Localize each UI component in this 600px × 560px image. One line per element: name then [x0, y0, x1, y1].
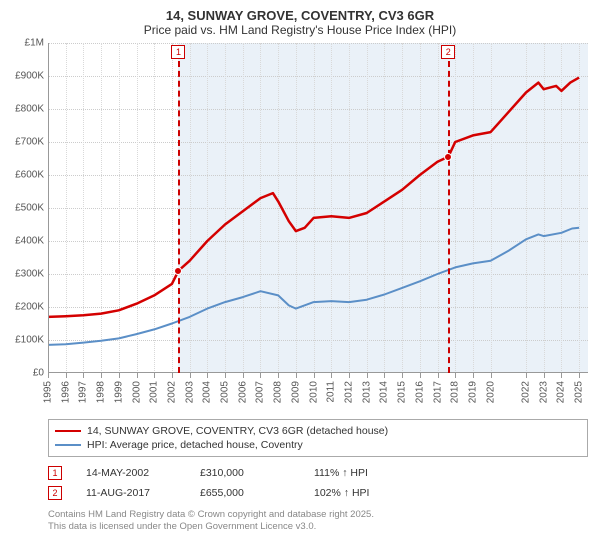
legend-swatch	[55, 430, 81, 432]
x-tick-label: 2000	[131, 381, 142, 403]
event-marker-box: 1	[48, 466, 62, 480]
x-tick-label: 2016	[414, 381, 425, 403]
x-tick-label: 2024	[556, 381, 567, 403]
footer: Contains HM Land Registry data © Crown c…	[48, 509, 600, 534]
data-point-dot	[174, 267, 182, 275]
x-tick-label: 2023	[538, 381, 549, 403]
x-tick-label: 2014	[379, 381, 390, 403]
series-line-hpi	[48, 228, 579, 345]
title-line-2: Price paid vs. HM Land Registry's House …	[0, 23, 600, 37]
marker-box: 1	[171, 45, 185, 59]
plot-area: 12	[48, 43, 588, 373]
x-tick-label: 2003	[184, 381, 195, 403]
y-tick-label: £200K	[15, 302, 44, 313]
x-tick-label: 2004	[202, 381, 213, 403]
title-line-1: 14, SUNWAY GROVE, COVENTRY, CV3 6GR	[0, 8, 600, 23]
x-tick-label: 2010	[308, 381, 319, 403]
legend-label: 14, SUNWAY GROVE, COVENTRY, CV3 6GR (det…	[87, 425, 388, 437]
x-tick-label: 2006	[237, 381, 248, 403]
y-tick-label: £500K	[15, 203, 44, 214]
y-tick-label: £1M	[25, 38, 44, 49]
x-tick-label: 1998	[96, 381, 107, 403]
event-price: £310,000	[200, 467, 290, 479]
y-tick-label: £400K	[15, 236, 44, 247]
chart-area: £0 £100K £200K £300K £400K £500K £600K £700K £80…	[0, 43, 600, 413]
y-tick-label: £900K	[15, 71, 44, 82]
line-chart-svg	[48, 43, 588, 373]
y-axis-line	[48, 43, 49, 373]
x-tick-label: 2007	[255, 381, 266, 403]
y-tick-label: £800K	[15, 104, 44, 115]
y-tick-label: £300K	[15, 269, 44, 280]
data-point-dot	[444, 153, 452, 161]
legend-item: HPI: Average price, detached house, Cove…	[55, 438, 581, 452]
x-tick-label: 2019	[467, 381, 478, 403]
x-tick-label: 2011	[326, 381, 337, 403]
x-tick-label: 2001	[149, 381, 160, 403]
legend-label: HPI: Average price, detached house, Cove…	[87, 439, 303, 451]
x-tick-label: 2022	[521, 381, 532, 403]
footer-line-2: This data is licensed under the Open Gov…	[48, 521, 600, 533]
event-pct: 102% ↑ HPI	[314, 487, 404, 499]
event-pct: 111% ↑ HPI	[314, 467, 404, 479]
x-tick-label: 2012	[343, 381, 354, 403]
y-axis: £0£100K£200K£300K£400K£500K£600K£700K£80…	[0, 43, 48, 373]
x-tick-label: 1997	[78, 381, 89, 403]
event-row: 2 11-AUG-2017 £655,000 102% ↑ HPI	[48, 483, 588, 503]
x-tick-label: 2005	[220, 381, 231, 403]
event-date: 14-MAY-2002	[86, 467, 176, 479]
y-tick-label: £600K	[15, 170, 44, 181]
event-table: 1 14-MAY-2002 £310,000 111% ↑ HPI 2 11-AUG-20…	[48, 463, 588, 503]
x-tick-label: 2008	[273, 381, 284, 403]
series-line-price_paid	[48, 78, 579, 317]
x-axis: 1995199619971998199920002001200220032004…	[48, 373, 588, 413]
event-date: 11-AUG-2017	[86, 487, 176, 499]
event-price: £655,000	[200, 487, 290, 499]
marker-vline	[448, 61, 450, 373]
x-tick-label: 2025	[574, 381, 585, 403]
x-tick-label: 2017	[432, 381, 443, 403]
x-tick-label: 1999	[113, 381, 124, 403]
x-tick-label: 2002	[166, 381, 177, 403]
x-tick-label: 2015	[397, 381, 408, 403]
chart-container: 14, SUNWAY GROVE, COVENTRY, CV3 6GR Pric…	[0, 0, 600, 560]
y-tick-label: £100K	[15, 335, 44, 346]
x-tick-label: 2018	[450, 381, 461, 403]
marker-box: 2	[441, 45, 455, 59]
event-marker-box: 2	[48, 486, 62, 500]
legend: 14, SUNWAY GROVE, COVENTRY, CV3 6GR (det…	[48, 419, 588, 457]
event-row: 1 14-MAY-2002 £310,000 111% ↑ HPI	[48, 463, 588, 483]
y-tick-label: £0	[33, 368, 44, 379]
legend-item: 14, SUNWAY GROVE, COVENTRY, CV3 6GR (det…	[55, 424, 581, 438]
x-tick-label: 2013	[361, 381, 372, 403]
x-tick-label: 2009	[290, 381, 301, 403]
footer-line-1: Contains HM Land Registry data © Crown c…	[48, 509, 600, 521]
x-tick-label: 2020	[485, 381, 496, 403]
legend-swatch	[55, 444, 81, 446]
x-tick-label: 1995	[43, 381, 54, 403]
x-tick-label: 1996	[60, 381, 71, 403]
y-tick-label: £700K	[15, 137, 44, 148]
marker-vline	[178, 61, 180, 373]
